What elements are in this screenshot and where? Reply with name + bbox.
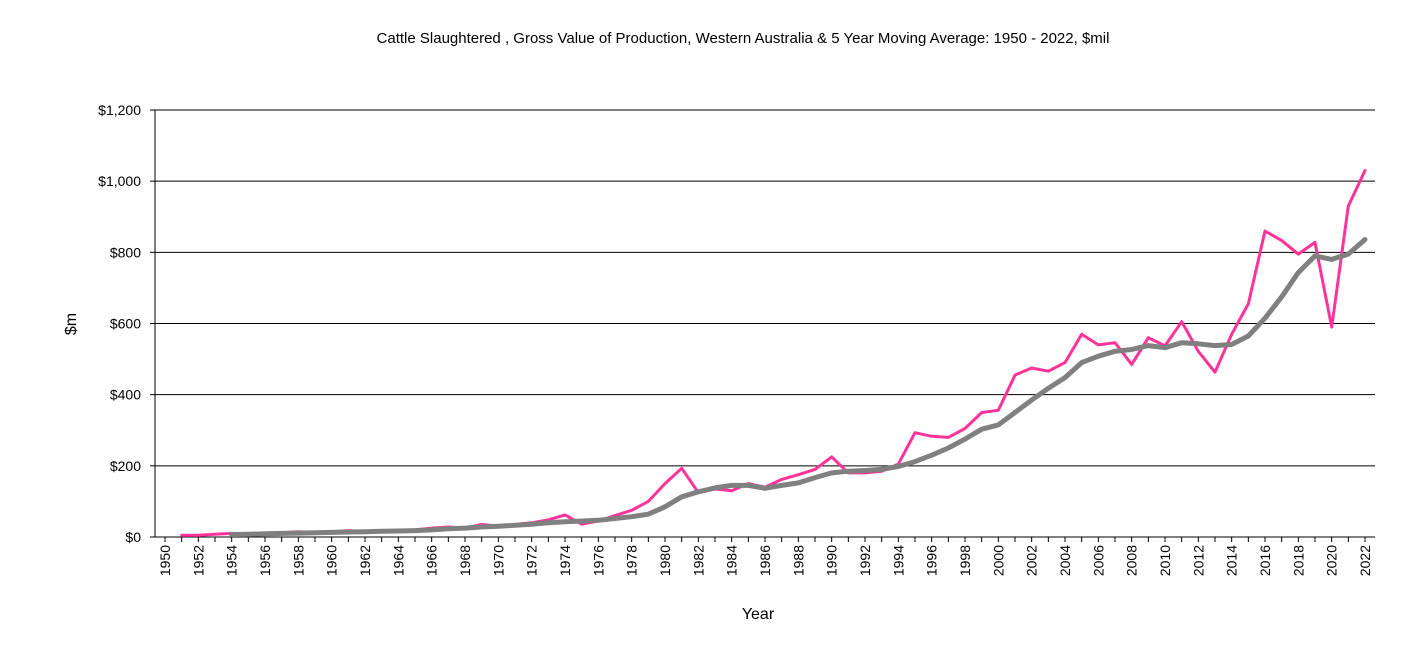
x-axis-ticks: 1950 1952 1954 1956 1958 1960 1962 1964 1966 1968…: [157, 537, 1373, 576]
y-tick-label: $0: [125, 529, 141, 545]
x-tick-label: 2010: [1157, 545, 1173, 576]
x-tick-label: 2012: [1190, 545, 1206, 576]
x-tick-label: 1970: [490, 545, 506, 576]
x-tick-label: 1972: [524, 545, 540, 576]
x-tick-label: 2006: [1090, 545, 1106, 576]
x-tick-label: 2000: [990, 545, 1006, 576]
y-tick-label: $600: [110, 316, 141, 332]
y-axis-label: $m: [63, 313, 80, 335]
series-points-gross-value: [181, 170, 1366, 536]
x-tick-label: 2018: [1290, 545, 1306, 576]
series-points-moving-average: [231, 239, 1366, 535]
x-tick-label: 1968: [457, 545, 473, 576]
x-tick-label: 1978: [624, 545, 640, 576]
x-axis-label: Year: [742, 606, 775, 623]
x-tick-label: 1982: [690, 545, 706, 576]
x-tick-label: 2022: [1357, 545, 1373, 576]
x-tick-label: 1988: [790, 545, 806, 576]
series-layer: [180, 169, 1368, 537]
y-tick-label: $1,000: [98, 173, 141, 189]
x-tick-label: 2016: [1257, 545, 1273, 576]
series-line-gross-value: [180, 169, 1367, 537]
chart-title: Cattle Slaughtered , Gross Value of Prod…: [377, 30, 1110, 47]
x-tick-label: 1990: [824, 545, 840, 576]
x-tick-label: 2008: [1124, 545, 1140, 576]
x-tick-label: 1966: [424, 545, 440, 576]
y-tick-label: $1,200: [98, 102, 141, 118]
x-tick-label: 1996: [924, 545, 940, 576]
x-tick-label: 1974: [557, 545, 573, 576]
x-tick-label: 1964: [390, 545, 406, 576]
x-tick-label: 1994: [890, 545, 906, 576]
x-tick-label: 1960: [324, 545, 340, 576]
x-tick-label: 1954: [224, 545, 240, 576]
x-tick-label: 1952: [190, 545, 206, 576]
x-tick-label: 1950: [157, 545, 173, 576]
x-tick-label: 1962: [357, 545, 373, 576]
x-tick-label: 2020: [1324, 545, 1340, 576]
x-tick-label: 2014: [1224, 545, 1240, 576]
y-tick-label: $800: [110, 244, 141, 260]
x-tick-label: 2004: [1057, 545, 1073, 576]
y-axis-ticks: $0 $200 $400 $600 $800 $1,000 $1,200: [98, 102, 155, 545]
gridlines: [155, 109, 1375, 467]
y-tick-label: $400: [110, 387, 141, 403]
x-tick-label: 1984: [724, 545, 740, 576]
x-tick-label: 2002: [1024, 545, 1040, 576]
y-tick-label: $200: [110, 458, 141, 474]
x-tick-label: 1992: [857, 545, 873, 576]
x-tick-label: 1980: [657, 545, 673, 576]
x-tick-label: 1986: [757, 545, 773, 576]
x-tick-label: 1958: [290, 545, 306, 576]
x-tick-label: 1998: [957, 545, 973, 576]
x-tick-label: 1956: [257, 545, 273, 576]
series-line-moving-average: [229, 237, 1368, 537]
x-tick-label: 1976: [590, 545, 606, 576]
